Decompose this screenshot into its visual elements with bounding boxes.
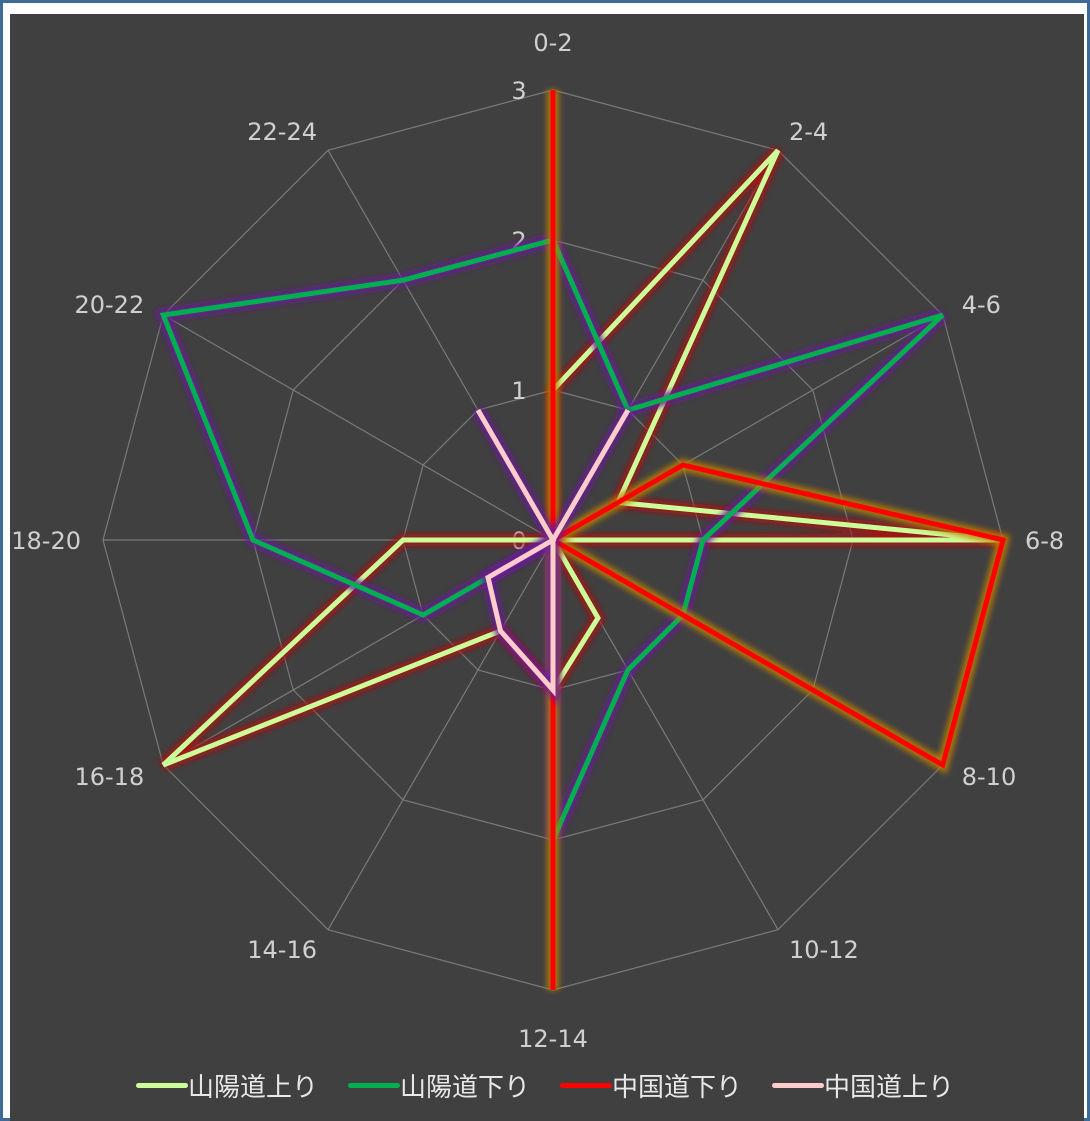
category-label: 14-16: [247, 936, 317, 964]
category-label: 18-20: [11, 527, 81, 555]
series-1: [159, 146, 1004, 771]
tick-label: 3: [511, 77, 526, 105]
category-label: 4-6: [962, 291, 1001, 319]
series-lines: [154, 90, 1011, 990]
category-labels: 0-2 2-4 4-6 6-8 8-10 10-12 12-14 14-16 16-18 18-2…: [11, 29, 1064, 1053]
category-label: 16-18: [74, 763, 144, 791]
legend-label: 山陽道上り: [187, 1072, 318, 1103]
legend-label: 中国道下り: [612, 1072, 743, 1103]
series-glow: [159, 146, 1004, 771]
category-label: 10-12: [789, 936, 859, 964]
tick-label: 1: [511, 377, 526, 405]
category-label: 0-2: [533, 29, 572, 57]
legend-label: 山陽道下り: [399, 1072, 530, 1103]
category-label: 12-14: [518, 1025, 588, 1053]
legend-item: 山陽道上り: [135, 1067, 318, 1104]
category-label: 20-22: [74, 291, 144, 319]
legend-label: 中国道上り: [824, 1072, 955, 1103]
legend-swatch: [135, 1082, 188, 1088]
legend-swatch: [560, 1082, 612, 1088]
category-label: 22-24: [247, 118, 317, 146]
grid-spoke: [162, 314, 554, 541]
grid-spoke: [327, 539, 554, 931]
category-label: 2-4: [789, 118, 828, 146]
category-label: 8-10: [962, 763, 1016, 791]
series-line: [475, 408, 631, 697]
legend-item: 山陽道下り: [347, 1067, 530, 1104]
legend-swatch: [347, 1082, 400, 1088]
legend: 山陽道上り 山陽道下り 中国道下り 中国道上り: [0, 1065, 1090, 1105]
category-label: 6-8: [1025, 527, 1064, 555]
series-4: [472, 407, 634, 706]
series-line: [161, 148, 1004, 768]
legend-swatch: [772, 1082, 825, 1088]
legend-item: 中国道下り: [560, 1067, 742, 1104]
legend-item: 中国道上り: [772, 1067, 954, 1104]
